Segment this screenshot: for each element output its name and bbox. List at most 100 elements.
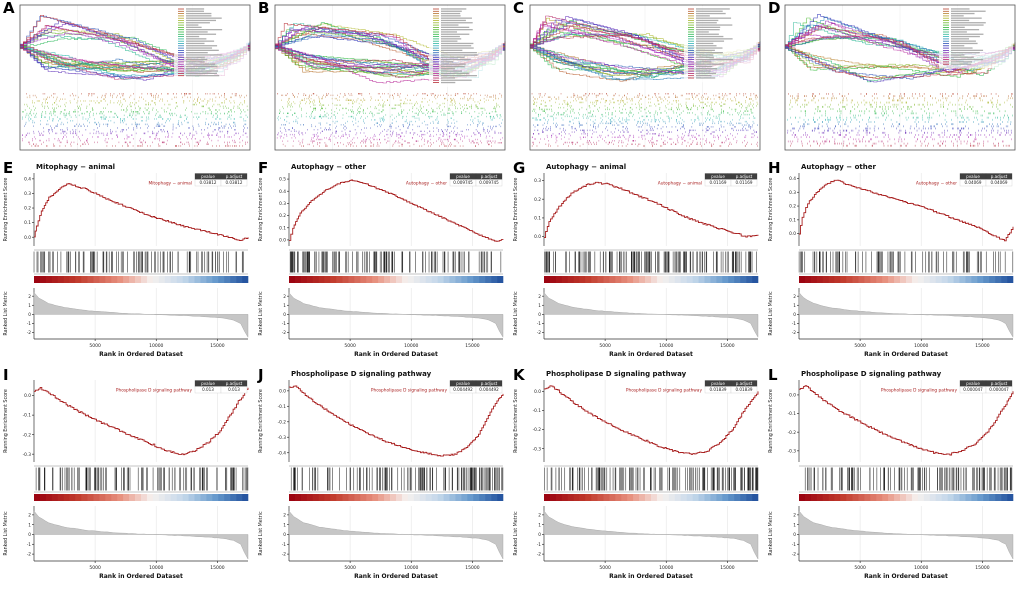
enrichment-curve — [544, 181, 759, 239]
panel-G-plot: 0.3 0.2 0.1 0.0 2 1 0 -1 -2 5000 10000 15000 Rank in… — [510, 160, 765, 367]
rank-gradient-bar — [544, 494, 759, 501]
panel-F: F 0.5 0.4 0.3 0.2 0.1 0.0 2 1 0 -1 -2 5000 10000 1500… — [255, 160, 510, 367]
panel-H: H 0.4 0.3 0.2 0.1 0.0 2 1 0 -1 -2 5000 10000 15000 Ra… — [765, 160, 1020, 367]
plot-border — [274, 4, 506, 151]
hit-barcode — [799, 465, 1013, 493]
panel-letter: K — [513, 366, 525, 384]
panel-F-plot: 0.5 0.4 0.3 0.2 0.1 0.0 2 1 0 -1 -2 5000 10000 15000 R… — [255, 160, 510, 367]
legend — [939, 6, 1013, 69]
legend — [684, 6, 758, 83]
panel-D: D — [765, 0, 1020, 160]
y-axis-label-es: Running Enrichment Score — [258, 389, 264, 453]
panel-title: Phospholipase D signaling pathway — [546, 370, 687, 378]
legend — [174, 6, 248, 80]
y-axis-label-metric: Ranked List Metric — [768, 511, 774, 556]
rank-gradient-bar — [544, 276, 759, 283]
panel-title: Mitophagy − animal — [36, 163, 115, 171]
panel-G: G 0.3 0.2 0.1 0.0 2 1 0 -1 -2 5000 10000 15000 Rank … — [510, 160, 765, 367]
hit-tick-rows — [531, 93, 759, 147]
rank-gradient-bar — [34, 494, 249, 501]
rank-metric-area — [543, 292, 759, 338]
rank-metric-area — [798, 291, 1014, 338]
hit-barcode — [33, 249, 248, 275]
legend — [429, 6, 503, 87]
gridlines — [859, 173, 983, 339]
geneset-legend-label: Autophagy − animal — [658, 180, 702, 186]
hit-tick-rows — [276, 93, 503, 147]
panel-I: I 0.0 -0.1 -0.2 -0.3 2 1 0 -1 -2 5000 10000 15000 Ra… — [0, 367, 255, 589]
panel-title: Autophagy − other — [291, 163, 366, 171]
y-axis-label-es: Running Enrichment Score — [513, 389, 519, 453]
panel-title: Phospholipase D signaling pathway — [801, 370, 942, 378]
rank-gradient-bar — [289, 276, 504, 283]
hit-tick-rows — [787, 93, 1013, 147]
panel-letter: C — [513, 0, 525, 17]
panel-L-plot: 0.0 -0.1 -0.2 -0.3 2 1 0 -1 -2 5000 10000 15000 Rank… — [765, 367, 1020, 589]
y-axis-label-metric: Ranked List Metric — [513, 511, 519, 556]
multi-gsea-plot — [784, 4, 1016, 151]
panel-L: L 0.0 -0.1 -0.2 -0.3 2 1 0 -1 -2 5000 10000 15000 Ra… — [765, 367, 1020, 589]
multi-gsea-plot — [274, 4, 506, 151]
rank-metric-area — [543, 510, 759, 560]
y-axis-label-es: Running Enrichment Score — [3, 389, 9, 453]
enrichment-curve — [544, 385, 759, 455]
geneset-legend-label: Autophagy − other — [406, 180, 447, 186]
panel-letter: A — [3, 0, 15, 17]
rank-gradient-bar — [34, 276, 249, 283]
panel-letter: D — [768, 0, 781, 17]
rank-metric-area — [33, 510, 249, 560]
geneset-legend-label: Phospholipase D signaling pathway — [881, 387, 958, 393]
panel-K: K 0.0 -0.1 -0.2 -0.3 2 1 0 -1 -2 5000 10000 15000 Ra… — [510, 367, 765, 589]
enrichment-curve — [34, 183, 249, 241]
plot-border — [529, 4, 761, 151]
gridlines — [94, 380, 218, 561]
plot-border — [19, 4, 251, 151]
geneset-legend-label: Autophagy − other — [916, 180, 957, 186]
panel-B-plot — [255, 0, 510, 160]
multi-gsea-plot — [19, 4, 251, 151]
panel-H-plot: 0.4 0.3 0.2 0.1 0.0 2 1 0 -1 -2 5000 10000 15000 Rank… — [765, 160, 1020, 367]
panel-title: Autophagy − animal — [546, 163, 626, 171]
y-axis-label-metric: Ranked List Metric — [258, 291, 264, 336]
panel-title: Autophagy − other — [801, 163, 876, 171]
hit-barcode — [289, 465, 504, 493]
panel-letter: B — [258, 0, 270, 17]
panel-D-plot — [765, 0, 1020, 160]
y-axis-label-metric: Ranked List Metric — [3, 291, 9, 336]
geneset-legend-label: Phospholipase D signaling pathway — [626, 387, 703, 393]
plot-border — [784, 4, 1016, 151]
geneset-legend-label: Phospholipase D signaling pathway — [371, 387, 448, 393]
rank-metric-area — [33, 292, 249, 338]
panel-letter: G — [513, 159, 526, 177]
hit-barcode — [798, 249, 1014, 275]
enrichment-curve — [289, 179, 504, 242]
hit-tick-rows — [22, 93, 249, 147]
hit-barcode — [289, 249, 503, 275]
hit-barcode — [34, 465, 249, 493]
y-axis-label-metric: Ranked List Metric — [3, 511, 9, 556]
rank-metric-area — [798, 510, 1014, 560]
hit-barcode — [543, 465, 759, 493]
rank-metric-area — [288, 292, 504, 338]
panel-C-plot — [510, 0, 765, 160]
panel-letter: H — [768, 159, 781, 177]
enrichment-curve — [289, 385, 504, 457]
panel-title: Phospholipase D signaling pathway — [291, 370, 432, 378]
panel-A-plot — [0, 0, 255, 160]
panel-letter: J — [258, 366, 264, 384]
